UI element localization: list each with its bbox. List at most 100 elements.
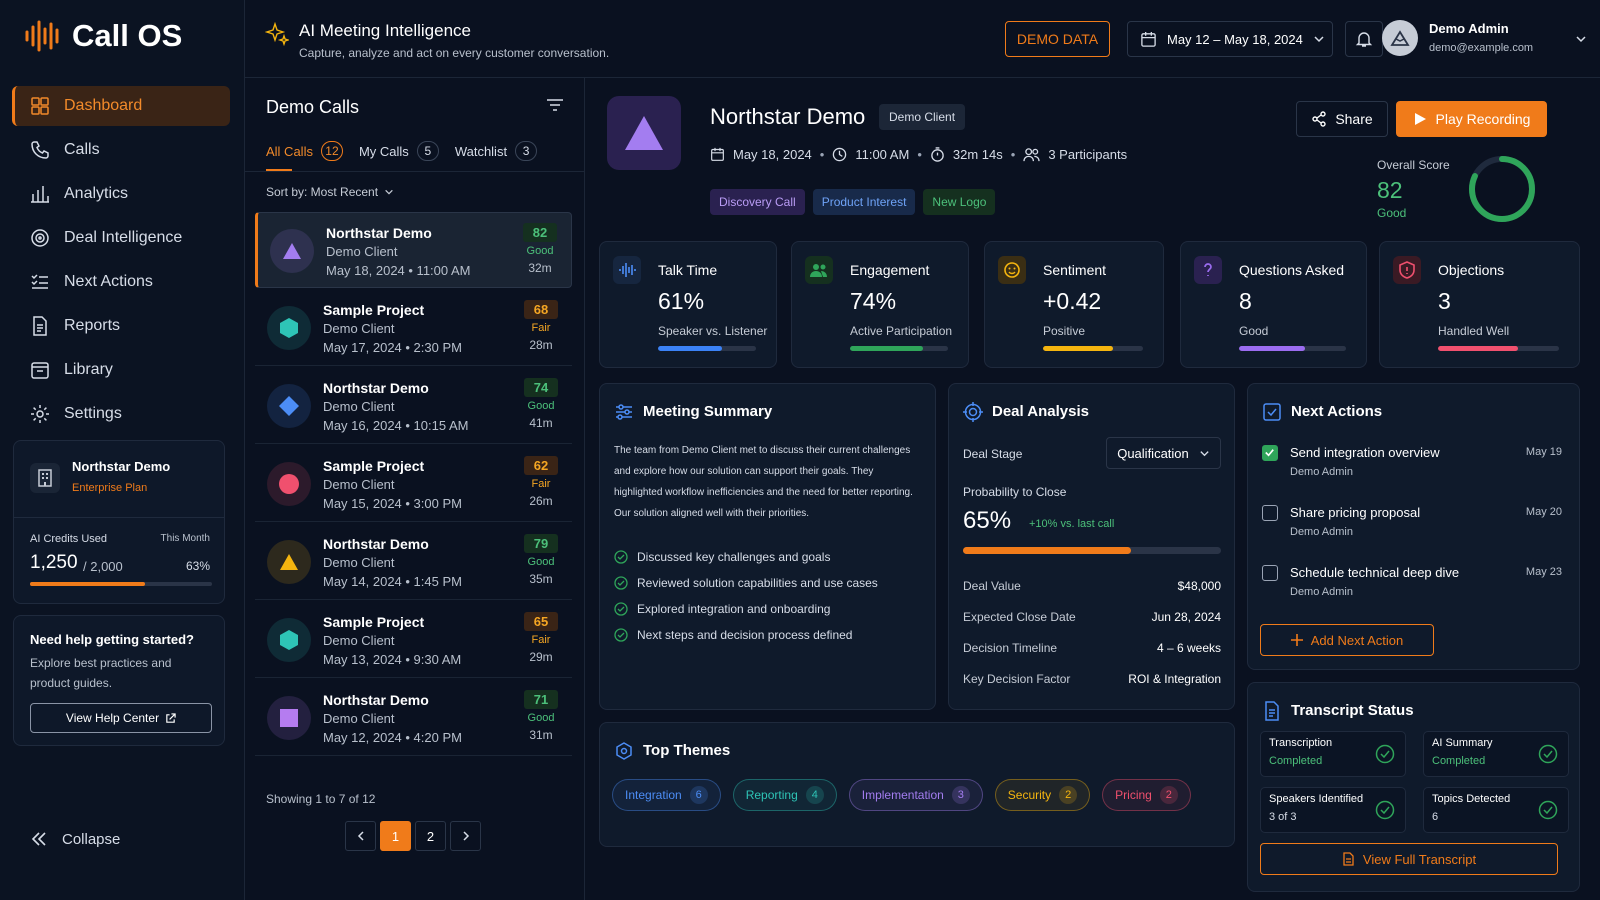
view-help-center-button[interactable]: View Help Center (30, 703, 212, 733)
call-list-item[interactable]: Sample Project Demo Client May 17, 2024 • … (255, 290, 572, 366)
metric-title: Questions Asked (1239, 262, 1345, 278)
sidebar-item-analytics[interactable]: Analytics (12, 174, 230, 214)
sidebar-item-settings[interactable]: Settings (12, 394, 230, 434)
sort-dropdown[interactable]: Sort by: Most Recent (266, 185, 394, 199)
call-item-title: Northstar Demo (323, 536, 429, 552)
pagination: 1 2 (345, 821, 481, 851)
call-list-item[interactable]: Sample Project Demo Client May 15, 2024 • … (255, 446, 572, 522)
theme-chip-integration[interactable]: Integration 6 (612, 779, 721, 811)
dashboard-icon (31, 97, 49, 115)
next-action-checkbox[interactable] (1262, 445, 1278, 461)
pagination-page-1[interactable]: 1 (380, 821, 411, 851)
next-action-label: Send integration overview (1290, 445, 1440, 460)
app-name: Call OS (72, 18, 183, 53)
share-button[interactable]: Share (1296, 101, 1388, 137)
theme-chip-implementation[interactable]: Implementation 3 (848, 779, 983, 811)
theme-chip-reporting[interactable]: Reporting 4 (732, 779, 837, 811)
theme-label: Pricing (1115, 788, 1152, 802)
tab-my-calls[interactable]: My Calls 5 (359, 141, 439, 161)
pagination-page-2[interactable]: 2 (415, 821, 446, 851)
check-circle-icon (614, 628, 628, 642)
avatar[interactable] (1382, 20, 1418, 56)
theme-label: Implementation (861, 788, 944, 802)
call-list-item[interactable]: Northstar Demo Demo Client May 14, 2024 • … (255, 524, 572, 600)
sidebar-item-dashboard[interactable]: Dashboard (12, 86, 230, 126)
user-email: demo@example.com (1429, 42, 1534, 54)
collapse-button[interactable]: Collapse (30, 830, 120, 848)
play-recording-button[interactable]: Play Recording (1396, 101, 1547, 137)
notifications-button[interactable] (1345, 21, 1383, 57)
transcript-status-label: Transcription (1269, 737, 1333, 749)
credits-used: 1,250 (30, 552, 78, 573)
tab-all-calls[interactable]: All Calls 12 (266, 141, 343, 161)
deal-detail-row: Deal Value $48,000 (963, 579, 1221, 593)
call-thumbnail (267, 540, 311, 584)
call-item-date: May 12, 2024 • 4:20 PM (323, 730, 462, 745)
sidebar-item-library[interactable]: Library (12, 350, 230, 390)
call-item-score: 79 Good 35m (524, 534, 558, 586)
waveform-logo-icon (25, 20, 59, 52)
tag-product-interest[interactable]: Product Interest (812, 189, 916, 215)
call-list-item[interactable]: Northstar Demo Demo Client May 16, 2024 • … (255, 368, 572, 444)
sidebar-item-next-actions[interactable]: Next Actions (12, 262, 230, 302)
transcript-status-item: Speakers Identified 3 of 3 (1260, 787, 1406, 833)
sidebar-item-reports[interactable]: Reports (12, 306, 230, 346)
call-item-duration: 32m (528, 261, 552, 275)
help-card: Need help getting started? Explore best … (13, 615, 225, 746)
tag-new-logo[interactable]: New Logo (923, 189, 996, 215)
credits-percent: 63% (185, 559, 210, 573)
client-badge: Demo Client (879, 104, 966, 130)
call-item-client: Demo Client (323, 399, 395, 414)
tag-discovery-call[interactable]: Discovery Call (710, 189, 805, 215)
deal-analysis-panel: Deal Analysis Deal Stage Qualification P… (948, 383, 1235, 710)
deal-detail-row: Decision Timeline 4 – 6 weeks (963, 641, 1221, 655)
sidebar-item-calls[interactable]: Calls (12, 130, 230, 170)
user-menu-chevron-icon[interactable] (1575, 33, 1587, 45)
theme-count: 6 (689, 786, 708, 804)
deal-detail-label: Expected Close Date (963, 610, 1076, 624)
call-list-item[interactable]: Northstar Demo Demo Client May 12, 2024 • … (255, 680, 572, 756)
deal-stage-select[interactable]: Qualification (1106, 437, 1221, 469)
demo-data-badge: DEMO DATA (1005, 21, 1110, 57)
calls-tabs: All Calls 12 My Calls 5 Watchlist 3 (266, 141, 538, 161)
triangle-icon (280, 554, 298, 570)
view-full-transcript-button[interactable]: View Full Transcript (1260, 843, 1558, 875)
call-item-rating: Fair (531, 634, 551, 646)
pagination-prev-button[interactable] (345, 821, 376, 851)
metric-subtitle: Active Participation (850, 324, 953, 338)
next-action-date: May 20 (1525, 506, 1562, 518)
theme-chip-security[interactable]: Security 2 (994, 779, 1091, 811)
metric-value: 74% (850, 288, 897, 314)
next-action-checkbox[interactable] (1262, 505, 1278, 521)
tab-count-badge: 12 (320, 141, 343, 161)
metric-progress-bar (1239, 346, 1346, 351)
call-item-duration: 35m (529, 572, 553, 586)
call-list-item[interactable]: Northstar Demo Demo Client May 18, 2024 • … (255, 212, 572, 288)
tab-watchlist[interactable]: Watchlist 3 (455, 141, 538, 161)
next-action-checkbox[interactable] (1262, 565, 1278, 581)
call-thumbnail (267, 618, 311, 662)
theme-count: 2 (1159, 786, 1178, 804)
app-logo[interactable]: Call OS (24, 18, 182, 54)
theme-chip-pricing[interactable]: Pricing 2 (1102, 779, 1191, 811)
metric-value: +0.42 (1043, 288, 1102, 314)
probability-bar (963, 547, 1221, 554)
sidebar-item-deal-intelligence[interactable]: Deal Intelligence (12, 218, 230, 258)
call-item-client: Demo Client (323, 555, 395, 570)
overall-score-value: 82 (1377, 177, 1403, 203)
credits-total: / 2,000 (83, 559, 123, 574)
credits-period: This Month (160, 533, 210, 544)
filter-icon[interactable] (546, 98, 564, 114)
diamond-icon (279, 396, 299, 416)
next-action-owner: Demo Admin (1290, 466, 1353, 478)
call-item-score-value: 68 (524, 300, 558, 319)
date-range-picker[interactable]: May 12 – May 18, 2024 (1127, 21, 1333, 57)
metric-title: Talk Time (658, 262, 718, 278)
pagination-next-button[interactable] (450, 821, 481, 851)
add-next-action-button[interactable]: Add Next Action (1260, 624, 1434, 656)
call-list-item[interactable]: Sample Project Demo Client May 13, 2024 • … (255, 602, 572, 678)
meeting-summary-title: Meeting Summary (643, 403, 773, 420)
next-action-owner: Demo Admin (1290, 526, 1353, 538)
theme-label: Integration (625, 788, 682, 802)
target-icon (963, 402, 983, 422)
